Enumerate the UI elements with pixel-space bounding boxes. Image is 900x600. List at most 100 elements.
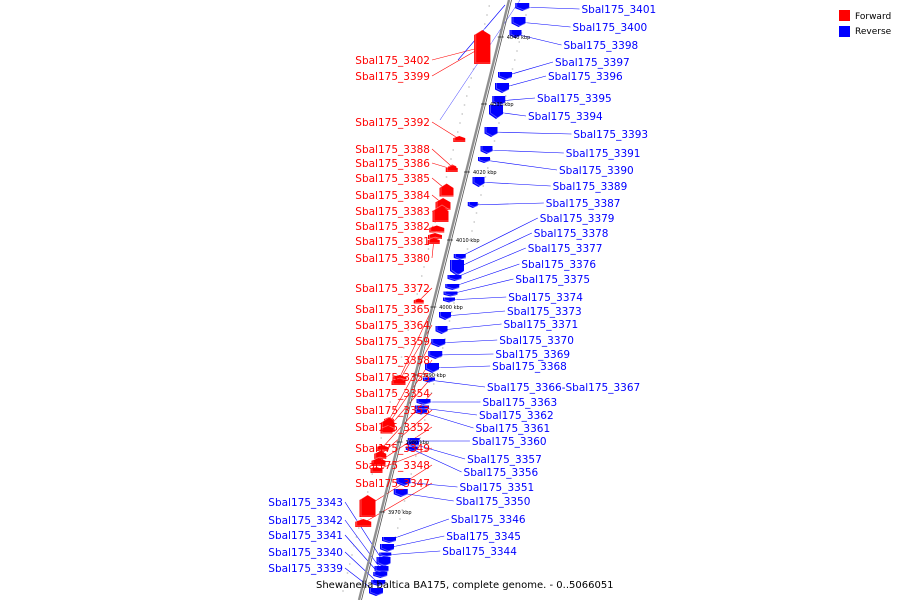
backbone-line — [357, 0, 511, 600]
tick-label: 3990 kbp — [422, 373, 446, 379]
leader-line — [490, 131, 572, 135]
leader-line — [403, 481, 458, 488]
reverse-gene-body — [407, 441, 419, 447]
leader-line — [501, 75, 547, 89]
reverse-gene-body — [498, 72, 512, 80]
reverse-gene-body — [495, 83, 509, 93]
gene-label: Sbal175_3366-Sbal175_3367 — [487, 382, 640, 394]
reverse-gene-body — [382, 537, 396, 543]
reverse-gene-highlight — [377, 555, 393, 567]
reverse-gene — [450, 258, 466, 276]
reverse-gene-highlight — [416, 404, 431, 410]
scale-ticks: 4040 kbp 4030 kbp 4020 kbp 4010 kbp 4000 kbp… — [379, 35, 530, 516]
reverse-gene-body — [511, 17, 526, 27]
reverse-gene-body — [415, 405, 429, 411]
gene-label: Sbal175_3340 — [268, 547, 343, 559]
reverse-gene-highlight — [372, 578, 388, 586]
forward-gene — [428, 231, 444, 239]
reverse-gene-highlight — [426, 361, 441, 373]
leader-line — [435, 353, 494, 356]
reverse-gene-body — [393, 489, 408, 497]
gene-label: Sbal175_3392 — [355, 117, 430, 129]
gene-label: Sbal175_3393 — [573, 129, 648, 141]
gene-label: Sbal175_3390 — [559, 165, 634, 177]
forward-gene-body — [445, 166, 458, 172]
reverse-gene-body — [467, 202, 478, 208]
reverse-gene — [495, 81, 511, 93]
forward-gene-highlight — [440, 182, 456, 196]
gene-label: Sbal175_3372 — [355, 283, 430, 295]
leader-line — [367, 464, 433, 507]
leader-line — [478, 181, 551, 187]
reverse-gene-body — [396, 478, 411, 486]
reverse-gene-highlight — [490, 103, 505, 119]
gene-label: Sbal175_3358 — [355, 355, 430, 367]
reverse-gene — [498, 70, 514, 80]
forward-gene-body — [428, 233, 442, 239]
forward-gene — [439, 182, 456, 197]
reverse-gene-highlight — [406, 445, 420, 451]
leader-line — [483, 159, 558, 171]
reverse-gene-highlight — [375, 564, 391, 574]
gene-label: Sbal175_3370 — [499, 335, 574, 347]
leader-line — [431, 365, 491, 369]
leader-line — [450, 278, 514, 295]
forward-gene-highlight — [475, 28, 493, 64]
forward-gene — [371, 456, 388, 466]
leader-line — [344, 551, 379, 584]
tick-label: 4030 kbp — [490, 102, 514, 108]
leader-line — [412, 443, 466, 460]
reverse-gene-body — [478, 157, 490, 163]
gene-label: Sbal175_3359 — [355, 336, 430, 348]
reverse-gene-highlight — [496, 81, 511, 93]
gene-label: Sbal175_3399 — [355, 71, 430, 83]
reverse-gene-body — [376, 557, 391, 567]
reverse-gene-highlight — [374, 570, 390, 578]
leader-line — [380, 409, 433, 456]
forward-gene-highlight — [454, 134, 468, 142]
reverse-gene-highlight — [485, 125, 500, 137]
leader-line — [504, 61, 554, 77]
leader-line — [399, 308, 433, 379]
forward-gene — [453, 134, 468, 142]
reverse-gene — [435, 324, 450, 334]
reverse-gene-highlight — [397, 476, 413, 486]
forward-gene-highlight — [377, 443, 390, 451]
forward-gene-highlight — [381, 425, 395, 433]
forward-gene — [380, 425, 395, 434]
reverse-gene-body — [443, 291, 458, 297]
gene-label: Sbal175_3344 — [442, 546, 517, 558]
leader-line — [454, 247, 526, 279]
reverse-gene-body — [405, 446, 418, 452]
gene-label: Sbal175_3343 — [268, 497, 343, 509]
reverse-gene — [445, 282, 462, 290]
gene-label: Sbal175_3348 — [355, 460, 430, 472]
reverse-gene-body — [423, 377, 435, 383]
forward-gene-body — [474, 30, 491, 64]
legend-forward-swatch — [839, 10, 850, 21]
gene-label: Sbal175_3349 — [355, 443, 430, 455]
reverse-gene-body — [484, 127, 498, 137]
reverse-gene-highlight — [493, 94, 508, 106]
gene-label: Sbal175_3362 — [479, 410, 554, 422]
forward-gene-body — [391, 379, 406, 385]
reverse-gene-body — [472, 177, 485, 187]
forward-gene — [355, 517, 374, 527]
reverse-gene-highlight — [473, 175, 487, 187]
leader-line — [448, 296, 507, 301]
reverse-gene-highlight — [499, 70, 514, 80]
gene-label: Sbal175_3397 — [555, 57, 630, 69]
reverse-gene-highlight — [394, 487, 410, 497]
forward-gene-highlight — [372, 456, 388, 466]
forward-gene-body — [432, 206, 449, 222]
tick-label: 4000 kbp — [439, 305, 463, 311]
gene-label: Sbal175_3388 — [355, 144, 430, 156]
reverse-gene-highlight — [424, 376, 437, 382]
reverse-gene — [484, 125, 500, 137]
forward-gene-highlight — [433, 204, 451, 222]
reverse-gene — [431, 337, 448, 347]
gene-label: Sbal175_3350 — [456, 496, 531, 508]
leader-line — [444, 310, 506, 317]
reverse-gene-highlight — [444, 296, 457, 302]
